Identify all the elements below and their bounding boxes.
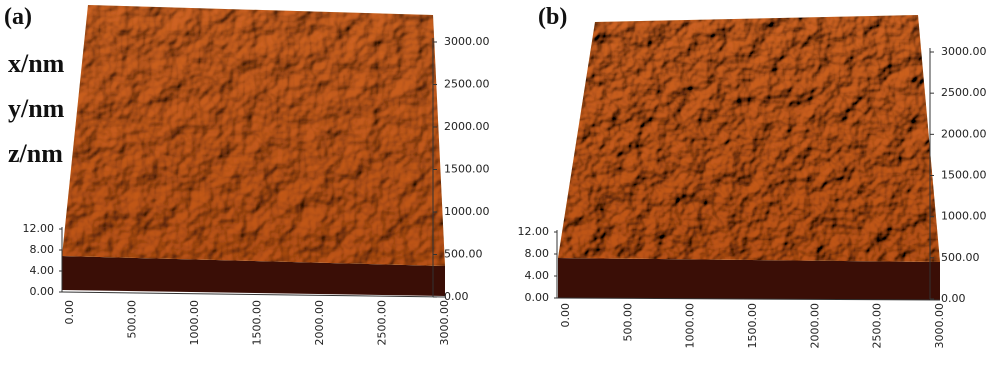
x-tick-label: 2000.00 — [313, 300, 326, 346]
x-tick-label: 0.00 — [559, 303, 572, 328]
y-tick-label: 0.00 — [941, 292, 966, 305]
x-tick-label: 1000.00 — [188, 300, 201, 346]
x-tick-label: 0.00 — [63, 300, 76, 325]
x-tick-label: 2500.00 — [376, 300, 389, 346]
y-tick-label: 1000.00 — [444, 205, 490, 218]
panel-label: (a) — [4, 4, 32, 30]
y-tick-label: 1000.00 — [941, 210, 987, 223]
x-tick-label: 2000.00 — [808, 303, 821, 349]
x-tick-label: 500.00 — [621, 303, 634, 342]
y-tick-label: 3000.00 — [941, 45, 987, 58]
surface-b — [556, 15, 941, 301]
x-tick-label: 2500.00 — [871, 303, 884, 349]
z-tick-label: 12.00 — [518, 225, 550, 238]
y-tick-label: 500.00 — [941, 251, 980, 264]
x-tick-label: 1500.00 — [746, 303, 759, 349]
z-tick-label: 0.00 — [525, 291, 550, 304]
z-tick-label: 4.00 — [525, 269, 550, 282]
z-tick-label: 0.00 — [30, 285, 55, 298]
x-tick-label: 3000.00 — [438, 300, 451, 346]
y-tick-label: 2500.00 — [941, 86, 987, 99]
x-tick-label: 3000.00 — [933, 303, 946, 349]
z-tick-label: 8.00 — [525, 247, 550, 260]
y-tick-label: 3000.00 — [444, 35, 490, 48]
z-tick-label: 4.00 — [30, 264, 55, 277]
axis-label: x/nm — [8, 49, 65, 78]
axis-label: z/nm — [8, 139, 63, 168]
x-tick-label: 1000.00 — [684, 303, 697, 349]
z-tick-label: 12.00 — [23, 222, 55, 235]
y-tick-label: 1500.00 — [941, 169, 987, 182]
y-tick-label: 2000.00 — [444, 120, 490, 133]
y-tick-label: 500.00 — [444, 248, 483, 261]
panel-label: (b) — [538, 4, 567, 30]
y-tick-label: 1500.00 — [444, 163, 490, 176]
axis-label: y/nm — [8, 94, 65, 123]
z-tick-label: 8.00 — [30, 243, 55, 256]
x-tick-label: 1500.00 — [251, 300, 264, 346]
x-tick-label: 500.00 — [126, 300, 139, 339]
y-tick-label: 0.00 — [444, 290, 469, 303]
surface-a — [61, 5, 446, 298]
y-tick-label: 2000.00 — [941, 127, 987, 140]
y-tick-label: 2500.00 — [444, 78, 490, 91]
